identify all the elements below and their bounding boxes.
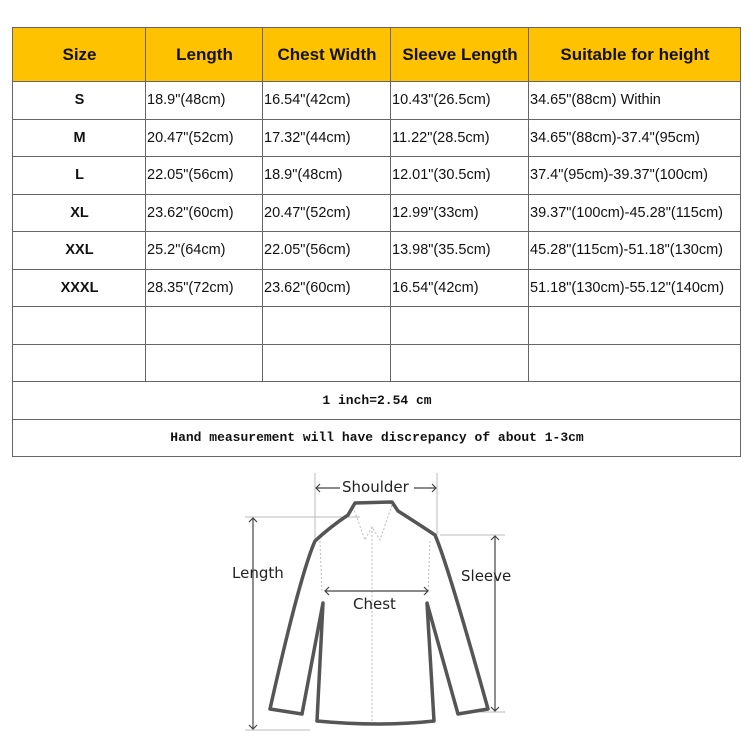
column-header: Length: [145, 27, 263, 82]
table-cell: 17.32"(44cm): [262, 118, 391, 157]
table-cell: 10.43"(26.5cm): [390, 81, 529, 120]
table-cell: 18.9"(48cm): [262, 156, 391, 195]
table-cell: 12.01"(30.5cm): [390, 156, 529, 195]
size-cell: M: [12, 118, 146, 157]
empty-cell: [528, 343, 741, 382]
empty-cell: [145, 306, 263, 345]
size-chart-table: Size Length Chest Width Sleeve Length Suitab…: [12, 27, 741, 457]
table-cell: 13.98"(35.5cm): [390, 231, 529, 270]
empty-cell: [262, 306, 391, 345]
table-cell: 12.99"(33cm): [390, 193, 529, 232]
table-row: XXXL 28.35"(72cm) 23.62"(60cm) 16.54"(42cm)…: [12, 268, 741, 307]
table-cell: 20.47"(52cm): [262, 193, 391, 232]
chest-arrow: [324, 586, 429, 596]
empty-cell: [262, 343, 391, 382]
empty-cell: [528, 306, 741, 345]
table-row: XXL 25.2"(64cm) 22.05"(56cm) 13.98"(35.5cm)…: [12, 231, 741, 270]
empty-cell: [12, 306, 146, 345]
shoulder-label: Shoulder: [342, 478, 410, 496]
column-header: Suitable for height: [528, 27, 741, 82]
empty-cell: [390, 343, 529, 382]
sleeve-label: Sleeve: [461, 567, 511, 585]
table-cell: 34.65"(88cm) Within: [528, 81, 741, 120]
length-label: Length: [232, 564, 284, 582]
table-row: M 20.47"(52cm) 17.32"(44cm) 11.22"(28.5cm) 3…: [12, 118, 741, 157]
empty-cell: [390, 306, 529, 345]
length-arrow: [248, 517, 258, 730]
table-cell: 11.22"(28.5cm): [390, 118, 529, 157]
note-row: Hand measurement will have discrepancy o…: [12, 418, 741, 457]
size-cell: S: [12, 81, 146, 120]
table-cell: 37.4"(95cm)-39.37"(100cm): [528, 156, 741, 195]
sleeve-arrow: [490, 535, 500, 712]
table-cell: 18.9"(48cm): [145, 81, 263, 120]
table-cell: 16.54"(42cm): [390, 268, 529, 307]
empty-cell: [145, 343, 263, 382]
size-cell: L: [12, 156, 146, 195]
table-cell: 22.05"(56cm): [145, 156, 263, 195]
header-row: Size Length Chest Width Sleeve Length Suitab…: [12, 27, 741, 82]
empty-row: [12, 306, 741, 345]
table-cell: 20.47"(52cm): [145, 118, 263, 157]
table-cell: 22.05"(56cm): [262, 231, 391, 270]
table-cell: 16.54"(42cm): [262, 81, 391, 120]
size-cell: XXXL: [12, 268, 146, 307]
table-cell: 28.35"(72cm): [145, 268, 263, 307]
chest-label: Chest: [353, 595, 396, 613]
table-cell: 34.65"(88cm)-37.4"(95cm): [528, 118, 741, 157]
table-cell: 51.18"(130cm)-55.12"(140cm): [528, 268, 741, 307]
table-row: XL 23.62"(60cm) 20.47"(52cm) 12.99"(33cm) 39…: [12, 193, 741, 232]
note-row: 1 inch=2.54 cm: [12, 381, 741, 420]
table-cell: 45.28"(115cm)-51.18"(130cm): [528, 231, 741, 270]
shirt-measurement-diagram: Shoulder Length Sleeve Chest: [232, 473, 511, 731]
column-header: Chest Width: [262, 27, 391, 82]
table-cell: 39.37"(100cm)-45.28"(115cm): [528, 193, 741, 232]
size-cell: XL: [12, 193, 146, 232]
empty-row: [12, 343, 741, 382]
column-header: Size: [12, 27, 146, 82]
empty-cell: [12, 343, 146, 382]
table-cell: 23.62"(60cm): [262, 268, 391, 307]
table-row: L 22.05"(56cm) 18.9"(48cm) 12.01"(30.5cm) 37…: [12, 156, 741, 195]
table-cell: 23.62"(60cm): [145, 193, 263, 232]
column-header: Sleeve Length: [390, 27, 529, 82]
shirt-outline: [268, 500, 490, 726]
table-cell: 25.2"(64cm): [145, 231, 263, 270]
table-row: S 18.9"(48cm) 16.54"(42cm) 10.43"(26.5cm) 34…: [12, 81, 741, 120]
size-cell: XXL: [12, 231, 146, 270]
